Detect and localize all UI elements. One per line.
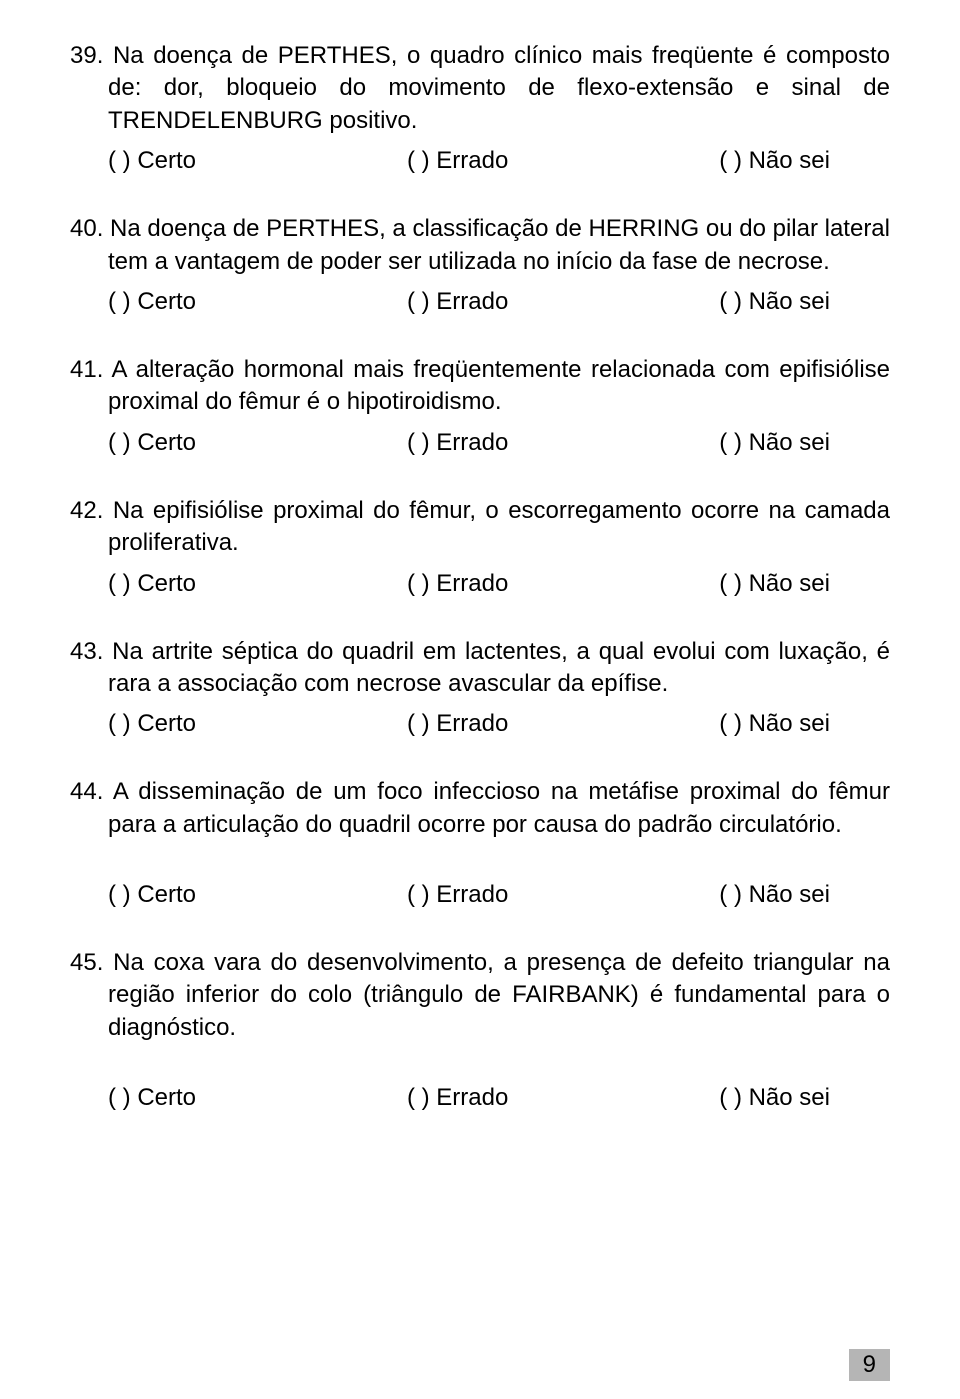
options-row: ( ) Certo ( ) Errado ( ) Não sei [70, 147, 830, 175]
question-number: 39. [70, 42, 103, 69]
question-number: 43. [70, 638, 103, 665]
options-row: ( ) Certo ( ) Errado ( ) Não sei [70, 570, 830, 598]
question-number: 44. [70, 778, 103, 805]
question-number: 45. [70, 949, 103, 976]
option-naosei[interactable]: ( ) Não sei [719, 429, 830, 457]
option-certo[interactable]: ( ) Certo [108, 710, 196, 738]
question-body: Na doença de PERTHES, a classificação de… [108, 215, 890, 274]
question-45: 45. Na coxa vara do desenvolvimento, a p… [70, 947, 890, 1112]
option-certo[interactable]: ( ) Certo [108, 147, 196, 175]
option-errado[interactable]: ( ) Errado [407, 147, 508, 175]
question-number: 41. [70, 356, 103, 383]
question-text: 40. Na doença de PERTHES, a classificaçã… [70, 213, 890, 278]
question-41: 41. A alteração hormonal mais freqüentem… [70, 354, 890, 457]
question-text: 39. Na doença de PERTHES, o quadro clíni… [70, 40, 890, 137]
questions-container: 39. Na doença de PERTHES, o quadro clíni… [70, 40, 890, 1112]
options-row: ( ) Certo ( ) Errado ( ) Não sei [70, 429, 830, 457]
page-number: 9 [849, 1349, 890, 1381]
option-naosei[interactable]: ( ) Não sei [719, 881, 830, 909]
question-text: 44. A disseminação de um foco infeccioso… [70, 776, 890, 841]
question-number: 40. [70, 215, 103, 242]
option-errado[interactable]: ( ) Errado [407, 288, 508, 316]
option-naosei[interactable]: ( ) Não sei [719, 710, 830, 738]
question-42: 42. Na epifisiólise proximal do fêmur, o… [70, 495, 890, 598]
option-naosei[interactable]: ( ) Não sei [719, 147, 830, 175]
question-body: Na doença de PERTHES, o quadro clínico m… [108, 42, 890, 134]
question-40: 40. Na doença de PERTHES, a classificaçã… [70, 213, 890, 316]
option-errado[interactable]: ( ) Errado [407, 570, 508, 598]
question-body: Na coxa vara do desenvolvimento, a prese… [108, 949, 890, 1041]
option-errado[interactable]: ( ) Errado [407, 429, 508, 457]
option-errado[interactable]: ( ) Errado [407, 710, 508, 738]
option-errado[interactable]: ( ) Errado [407, 1084, 508, 1112]
option-certo[interactable]: ( ) Certo [108, 288, 196, 316]
options-row: ( ) Certo ( ) Errado ( ) Não sei [70, 710, 830, 738]
question-body: Na artrite séptica do quadril em lactent… [108, 638, 890, 697]
option-errado[interactable]: ( ) Errado [407, 881, 508, 909]
options-row: ( ) Certo ( ) Errado ( ) Não sei [70, 1084, 830, 1112]
option-naosei[interactable]: ( ) Não sei [719, 570, 830, 598]
question-text: 42. Na epifisiólise proximal do fêmur, o… [70, 495, 890, 560]
question-text: 45. Na coxa vara do desenvolvimento, a p… [70, 947, 890, 1044]
question-text: 43. Na artrite séptica do quadril em lac… [70, 636, 890, 701]
option-certo[interactable]: ( ) Certo [108, 570, 196, 598]
question-43: 43. Na artrite séptica do quadril em lac… [70, 636, 890, 739]
question-44: 44. A disseminação de um foco infeccioso… [70, 776, 890, 909]
option-certo[interactable]: ( ) Certo [108, 429, 196, 457]
option-naosei[interactable]: ( ) Não sei [719, 1084, 830, 1112]
question-text: 41. A alteração hormonal mais freqüentem… [70, 354, 890, 419]
options-row: ( ) Certo ( ) Errado ( ) Não sei [70, 288, 830, 316]
question-body: A alteração hormonal mais freqüentemente… [108, 356, 890, 415]
option-certo[interactable]: ( ) Certo [108, 881, 196, 909]
question-number: 42. [70, 497, 103, 524]
option-certo[interactable]: ( ) Certo [108, 1084, 196, 1112]
question-39: 39. Na doença de PERTHES, o quadro clíni… [70, 40, 890, 175]
option-naosei[interactable]: ( ) Não sei [719, 288, 830, 316]
question-body: Na epifisiólise proximal do fêmur, o esc… [108, 497, 890, 556]
options-row: ( ) Certo ( ) Errado ( ) Não sei [70, 881, 830, 909]
question-body: A disseminação de um foco infeccioso na … [108, 778, 890, 837]
